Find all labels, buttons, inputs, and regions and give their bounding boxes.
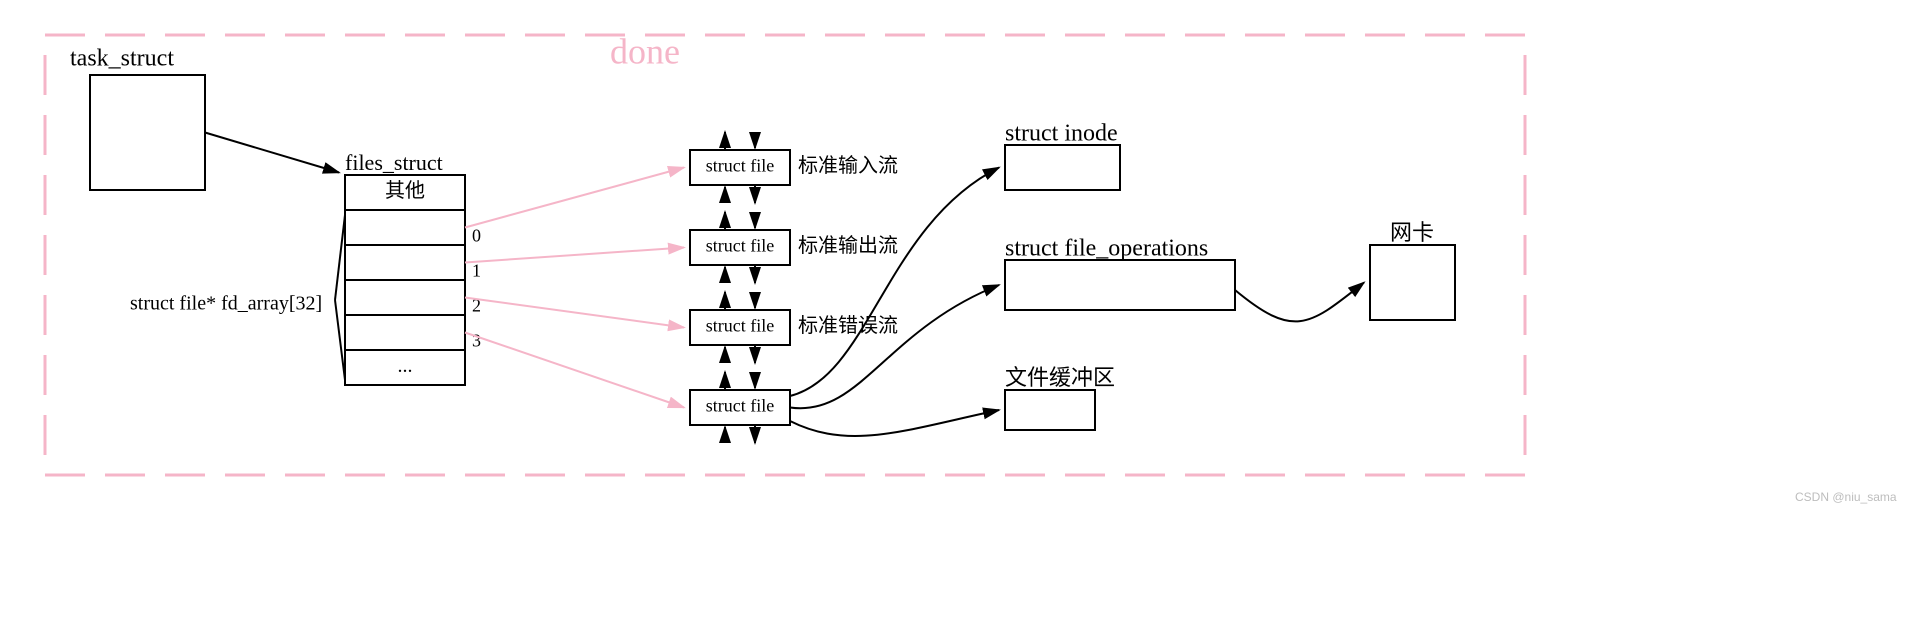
files-struct-cell: ... bbox=[398, 355, 413, 377]
files-struct-row bbox=[345, 315, 465, 350]
fd-to-file-arrow bbox=[465, 248, 684, 263]
done-label: done bbox=[610, 31, 680, 71]
fd-array-caption: struct file* fd_array[32] bbox=[130, 293, 322, 315]
struct-file-desc: 标准错误流 bbox=[798, 314, 898, 337]
struct-file-desc: 标准输入流 bbox=[798, 154, 898, 177]
struct-file-label: struct file bbox=[706, 156, 774, 176]
files-struct-cell: 其他 bbox=[385, 179, 425, 202]
arrow-file-to-buffer bbox=[790, 410, 999, 436]
brace-line bbox=[335, 215, 345, 300]
fd-to-file-arrow bbox=[465, 333, 684, 408]
arrow-file-to-inode bbox=[790, 168, 999, 397]
struct-inode-label: struct inode bbox=[1005, 121, 1118, 147]
struct-file-desc: 标准输出流 bbox=[798, 234, 898, 257]
file-buffer-label: 文件缓冲区 bbox=[1005, 365, 1115, 390]
files-struct-row bbox=[345, 210, 465, 245]
file-buffer-box bbox=[1005, 390, 1095, 430]
struct-inode-box bbox=[1005, 145, 1120, 190]
arrow-fops-to-nic bbox=[1235, 283, 1364, 322]
arrow-file-to-fops bbox=[790, 285, 999, 408]
fd-index: 1 bbox=[472, 261, 481, 281]
files-struct-row bbox=[345, 280, 465, 315]
struct-file-label: struct file bbox=[706, 316, 774, 336]
arrow-task-to-files bbox=[205, 133, 339, 173]
brace-line bbox=[335, 300, 345, 380]
fd-index: 0 bbox=[472, 226, 481, 246]
struct-file-operations-box bbox=[1005, 260, 1235, 310]
task-struct-label: task_struct bbox=[70, 46, 174, 72]
fd-to-file-arrow bbox=[465, 298, 684, 328]
watermark: CSDN @niu_sama bbox=[1795, 490, 1897, 504]
files-struct-label: files_struct bbox=[345, 150, 443, 175]
struct-file-label: struct file bbox=[706, 236, 774, 256]
files-struct-row bbox=[345, 245, 465, 280]
fd-index: 3 bbox=[472, 331, 481, 351]
nic-label: 网卡 bbox=[1390, 220, 1434, 245]
fd-to-file-arrow bbox=[465, 168, 684, 228]
task-struct-box bbox=[90, 75, 205, 190]
struct-file-label: struct file bbox=[706, 396, 774, 416]
struct-file-operations-label: struct file_operations bbox=[1005, 236, 1208, 262]
nic-box bbox=[1370, 245, 1455, 320]
